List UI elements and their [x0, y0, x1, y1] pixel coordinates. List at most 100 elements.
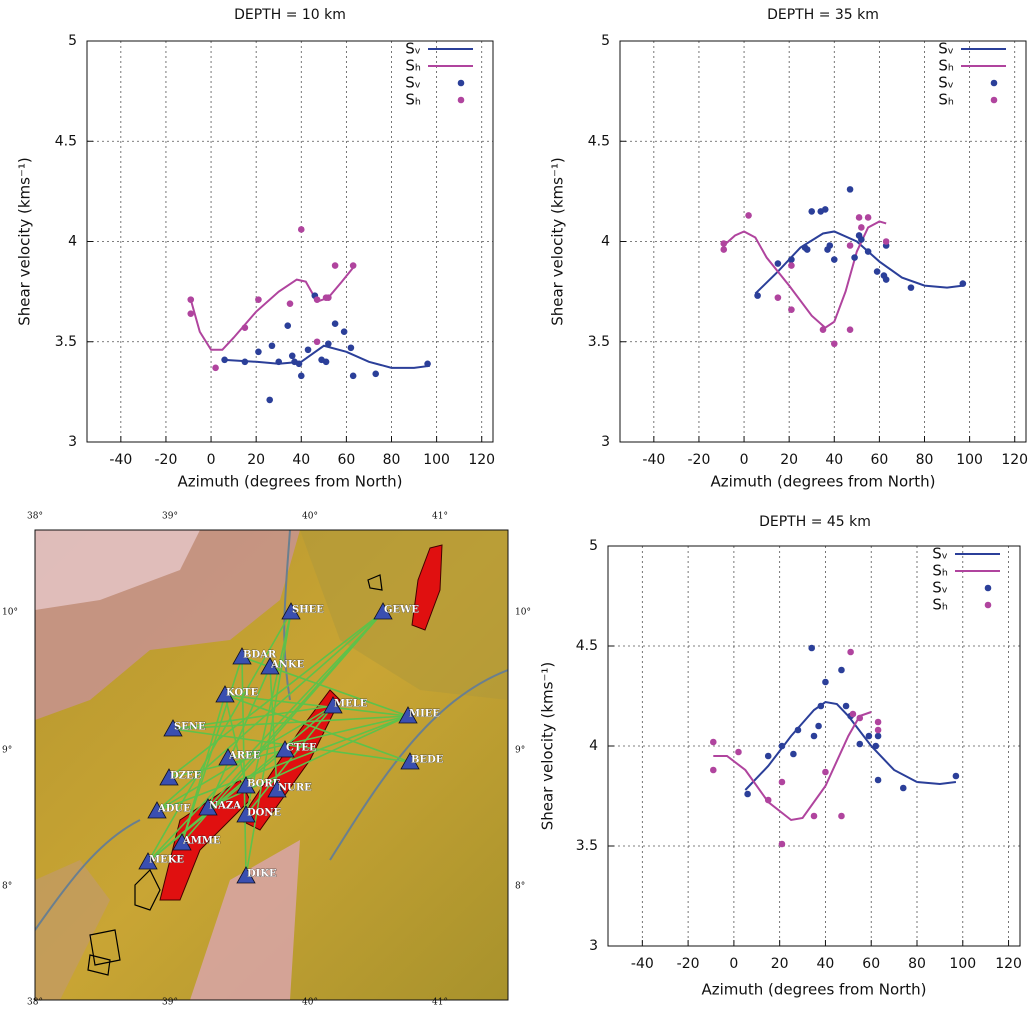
legend-label: Sₕ [405, 91, 421, 109]
point [298, 373, 305, 380]
point [847, 242, 854, 249]
point [284, 322, 291, 329]
y-tick-label: 4 [68, 234, 77, 250]
x-tick-label: -40 [109, 452, 132, 468]
y-tick-label: 4 [589, 738, 598, 754]
x-tick-label: 40 [825, 452, 843, 468]
point [847, 649, 854, 656]
x-axis-label: Azimuth (degrees from North) [710, 473, 935, 491]
point [255, 296, 262, 303]
point [875, 733, 882, 740]
x-tick-label: 80 [383, 452, 401, 468]
legend-label: Sᵥ [938, 40, 954, 58]
station-label: MIEE [409, 709, 440, 720]
chart-title: DEPTH = 35 km [767, 7, 879, 23]
station-label: SENE [174, 722, 206, 733]
curve [713, 712, 871, 820]
point [826, 242, 833, 249]
map-tick: 40° [302, 998, 318, 1008]
legend-label: Sₕ [932, 562, 948, 580]
point [908, 284, 915, 291]
x-tick-label: 40 [817, 956, 835, 972]
point [325, 294, 332, 301]
legend-point [991, 97, 998, 104]
point [788, 262, 795, 269]
point [287, 300, 294, 307]
y-tick-label: 5 [601, 33, 610, 49]
x-tick-label: 0 [729, 956, 738, 972]
station-label: CTEE [286, 743, 317, 754]
x-tick-label: 100 [956, 452, 983, 468]
point [765, 797, 772, 804]
station-label: MELE [334, 699, 368, 710]
legend-point [985, 585, 992, 592]
point [187, 296, 194, 303]
point [960, 280, 967, 287]
point [822, 679, 829, 686]
point [847, 186, 854, 193]
x-axis-label: Azimuth (degrees from North) [177, 473, 402, 491]
x-tick-label: 60 [337, 452, 355, 468]
point [332, 320, 339, 327]
y-tick-label: 5 [68, 33, 77, 49]
x-tick-label: -40 [642, 452, 665, 468]
point [372, 371, 379, 378]
map-tick: 39° [162, 512, 178, 522]
station-label: ANKE [270, 660, 305, 671]
point [831, 340, 838, 347]
x-tick-label: 120 [1001, 452, 1028, 468]
curve [191, 268, 353, 350]
point [187, 310, 194, 317]
point [348, 344, 355, 351]
x-tick-label: 0 [740, 452, 749, 468]
station-label: SHEE [292, 605, 324, 616]
x-tick-label: 80 [908, 956, 926, 972]
x-tick-label: 80 [916, 452, 934, 468]
point [266, 397, 273, 404]
y-tick-label: 3.5 [588, 334, 610, 350]
y-tick-label: 3 [601, 434, 610, 450]
legend-label: Sₕ [938, 57, 954, 75]
figure: SHEEGEWEBDARANKEKOTEMELEMIEESENEAREECTEE… [0, 0, 1032, 1008]
point [765, 753, 772, 760]
station-label: MEKE [149, 855, 184, 866]
point [843, 703, 850, 710]
point [851, 254, 858, 261]
point [795, 727, 802, 734]
legend-label: Sᵥ [405, 40, 421, 58]
legend-label: Sₕ [932, 596, 948, 614]
map-tick: 38° [27, 998, 43, 1008]
point [296, 361, 303, 368]
point [341, 328, 348, 335]
x-tick-label: 120 [995, 956, 1022, 972]
point [818, 703, 825, 710]
map-tick: 9° [2, 746, 12, 756]
point [775, 294, 782, 301]
x-axis-label: Azimuth (degrees from North) [701, 981, 926, 999]
map-tick: 41° [432, 512, 448, 522]
point [811, 733, 818, 740]
point [790, 751, 797, 758]
legend-point [991, 80, 998, 87]
y-tick-label: 4.5 [576, 638, 598, 654]
point [255, 348, 262, 355]
x-tick-label: 100 [949, 956, 976, 972]
point [314, 296, 321, 303]
map-tick: 41° [432, 998, 448, 1008]
station-label: BEDE [411, 755, 444, 766]
x-tick-label: -20 [677, 956, 700, 972]
point [856, 214, 863, 221]
x-tick-label: 120 [468, 452, 495, 468]
station-label: DONE [247, 808, 282, 819]
station-label: DZEE [170, 771, 202, 782]
legend-label: Sᵥ [932, 579, 948, 597]
point [314, 338, 321, 345]
station-label: AMME [182, 836, 221, 847]
map-tick: 10° [2, 608, 18, 618]
x-tick-label: 40 [292, 452, 310, 468]
y-tick-label: 4.5 [588, 133, 610, 149]
y-axis-label: Shear velocity (kms⁻¹) [539, 662, 557, 831]
map-tick: 10° [515, 608, 531, 618]
point [865, 214, 872, 221]
point [779, 779, 786, 786]
